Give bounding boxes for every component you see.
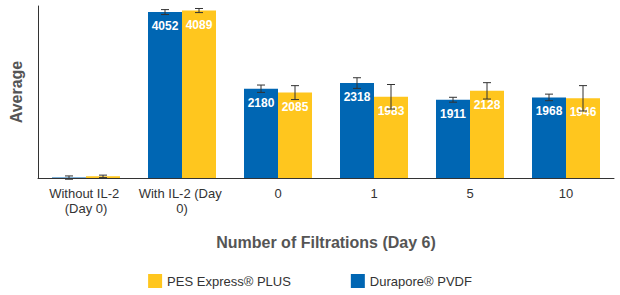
svg-text:4089: 4089: [186, 18, 213, 32]
svg-text:2318: 2318: [344, 90, 371, 104]
svg-text:2128: 2128: [474, 98, 501, 112]
svg-text:1968: 1968: [536, 104, 563, 118]
svg-text:0: 0: [274, 186, 281, 201]
svg-text:1983: 1983: [377, 103, 405, 118]
svg-text:Average: Average: [8, 61, 25, 124]
svg-text:With IL-2 (Day: With IL-2 (Day: [139, 186, 226, 201]
svg-text:1: 1: [370, 186, 377, 201]
svg-text:4052: 4052: [152, 19, 179, 33]
svg-text:2180: 2180: [248, 96, 275, 110]
svg-text:1946: 1946: [569, 105, 597, 120]
svg-text:PES Express® PLUS: PES Express® PLUS: [167, 274, 291, 289]
svg-text:2085: 2085: [282, 100, 309, 114]
svg-text:10: 10: [559, 186, 573, 201]
svg-text:(Day 0): (Day 0): [65, 201, 108, 216]
svg-text:Durapore® PVDF: Durapore® PVDF: [370, 274, 472, 289]
svg-text:5: 5: [466, 186, 473, 201]
svg-text:1911: 1911: [440, 107, 466, 121]
svg-text:0): 0): [176, 201, 188, 216]
svg-text:Without IL-2: Without IL-2: [49, 186, 123, 201]
svg-text:Number of Filtrations (Day 6): Number of Filtrations (Day 6): [216, 234, 436, 251]
